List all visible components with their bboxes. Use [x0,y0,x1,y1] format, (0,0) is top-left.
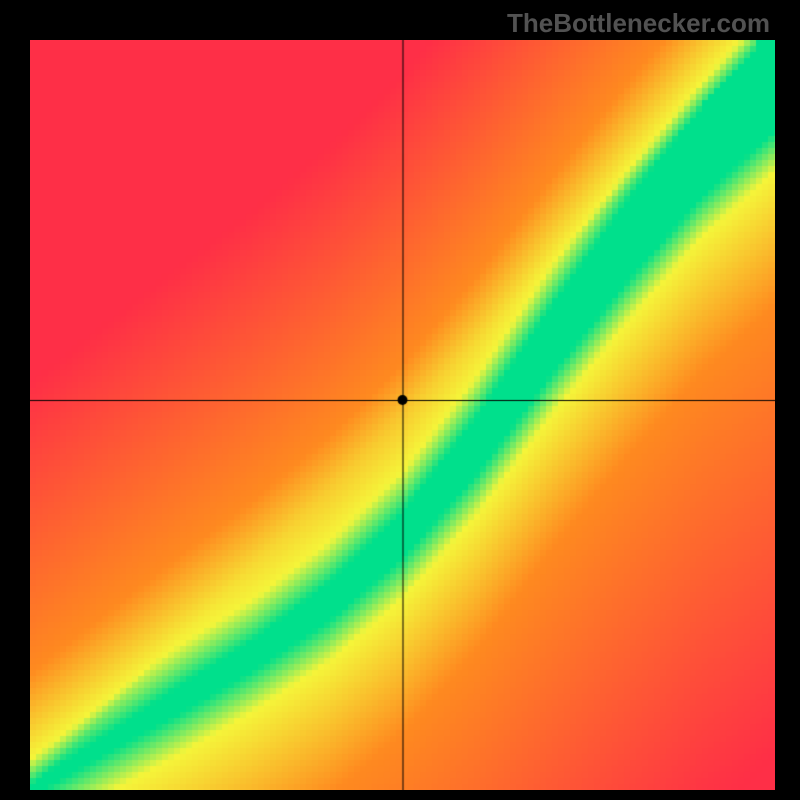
watermark-text: TheBottlenecker.com [507,8,770,39]
bottleneck-heatmap [30,40,775,790]
